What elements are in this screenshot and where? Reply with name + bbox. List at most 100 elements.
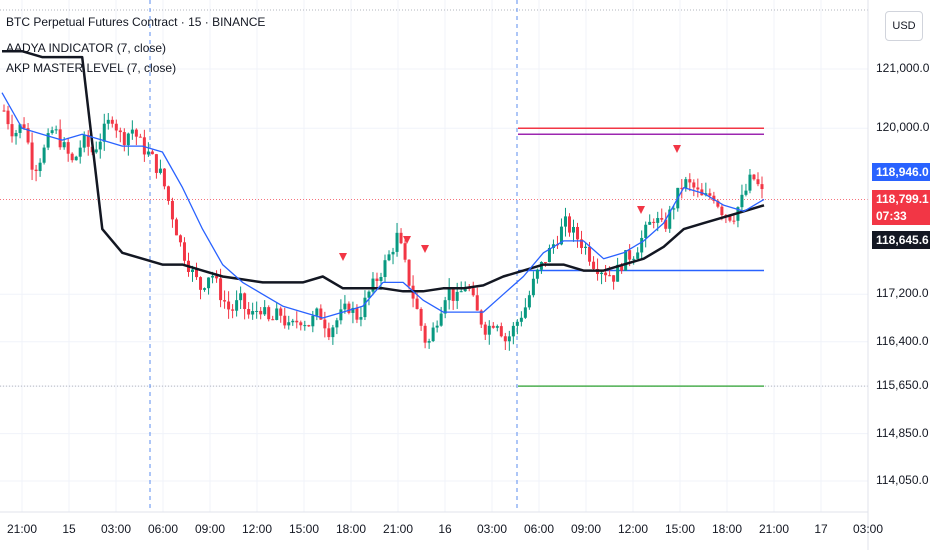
indicator-legend-akp[interactable]: AKP MASTER LEVEL (7, close) — [6, 61, 177, 75]
candle-body — [612, 275, 616, 282]
time-axis-label: 16 — [438, 522, 452, 536]
candle-body — [239, 293, 243, 301]
candle-body — [383, 260, 387, 278]
candle-body — [347, 303, 351, 313]
candle-body — [499, 326, 503, 337]
candle-body — [94, 149, 98, 153]
candle-body — [231, 309, 235, 311]
candle-body — [287, 322, 291, 326]
candle-body — [223, 300, 227, 302]
candle-body — [182, 242, 186, 261]
candle-body — [134, 129, 138, 137]
candle-body — [10, 124, 14, 137]
indicator-legend-aadya[interactable]: AADYA INDICATOR (7, close) — [6, 41, 167, 55]
candle-body — [375, 278, 379, 281]
candle-body — [363, 297, 367, 318]
candle-body — [6, 110, 10, 125]
candle-body — [576, 226, 580, 240]
moving-averages — [1, 49, 765, 319]
candle-body — [271, 319, 275, 321]
candle-body — [395, 232, 399, 252]
candle-body — [712, 195, 716, 201]
candle-body — [78, 147, 82, 157]
sell-marker — [421, 245, 429, 253]
candle-body — [547, 247, 551, 263]
candle-body — [227, 301, 231, 310]
candle-body — [22, 124, 26, 129]
candle-body — [311, 315, 315, 327]
key-levels — [518, 127, 764, 387]
candle-body — [166, 186, 170, 201]
time-axis-label: 09:00 — [570, 522, 602, 536]
price-axis-label: 114,050.0 — [876, 473, 929, 487]
candle-body — [507, 336, 511, 342]
price-axis-label: 114,850.0 — [876, 425, 929, 440]
chart-title: BTC Perpetual Futures Contract · 15 · BI… — [6, 15, 266, 29]
candle-body — [475, 295, 479, 311]
candle-body — [668, 209, 672, 229]
candle-body — [259, 310, 263, 315]
candle-body — [531, 278, 535, 296]
candle-body — [106, 119, 110, 124]
candle-body — [235, 300, 239, 311]
candle-body — [616, 264, 620, 282]
candle-body — [154, 154, 158, 173]
candle-body — [335, 320, 339, 328]
candle-body — [379, 277, 383, 281]
ma-slow-line — [2, 49, 765, 293]
candle-body — [567, 216, 571, 233]
candle-body — [118, 130, 122, 133]
candle-body — [463, 287, 467, 292]
candle-body — [648, 221, 652, 225]
candle-body — [130, 129, 134, 134]
candle-body — [515, 321, 519, 326]
candle-body — [110, 119, 114, 124]
candle-body — [291, 320, 295, 323]
candle-body — [455, 291, 459, 301]
candle-body — [323, 319, 327, 329]
candle-body — [580, 239, 584, 248]
candle-body — [495, 326, 499, 328]
candle-body — [251, 311, 255, 315]
time-axis-label: 03:00 — [852, 522, 884, 536]
candle-body — [720, 206, 724, 216]
candle-body — [748, 174, 752, 191]
candle-body — [275, 308, 279, 320]
candle-body — [728, 215, 732, 221]
candle-body — [295, 320, 299, 323]
sell-marker — [339, 253, 347, 261]
ma-fast-line — [1, 92, 765, 319]
candle-body — [471, 288, 475, 296]
candle-body — [359, 317, 363, 320]
candle-body — [563, 216, 567, 227]
candle-body — [315, 308, 319, 316]
candle-body — [211, 275, 215, 278]
candle-body — [572, 226, 575, 233]
candle-body — [732, 220, 736, 222]
candle-body — [142, 137, 146, 155]
candle-body — [126, 133, 130, 146]
candle-body — [740, 194, 744, 208]
candle-body — [696, 187, 700, 190]
candle-body — [559, 226, 563, 245]
candle-body — [299, 322, 303, 326]
candle-body — [756, 179, 760, 185]
currency-button[interactable]: USD — [885, 11, 923, 41]
candle-body — [479, 310, 483, 325]
candle-body — [267, 307, 271, 320]
candle-body — [688, 179, 692, 183]
candle-body — [503, 336, 507, 342]
candle-body — [170, 200, 174, 220]
candle-body — [535, 269, 539, 279]
candle-body — [451, 288, 455, 301]
price-tag: 07:33 — [872, 207, 930, 225]
candle-body — [527, 295, 531, 308]
candle-body — [407, 259, 411, 286]
candle-body — [331, 327, 335, 338]
time-axis-label: 21:00 — [382, 522, 414, 536]
time-axis-label: 06:00 — [147, 522, 179, 536]
candle-body — [620, 264, 624, 271]
candle-body — [636, 252, 640, 259]
candle-body — [351, 307, 355, 313]
